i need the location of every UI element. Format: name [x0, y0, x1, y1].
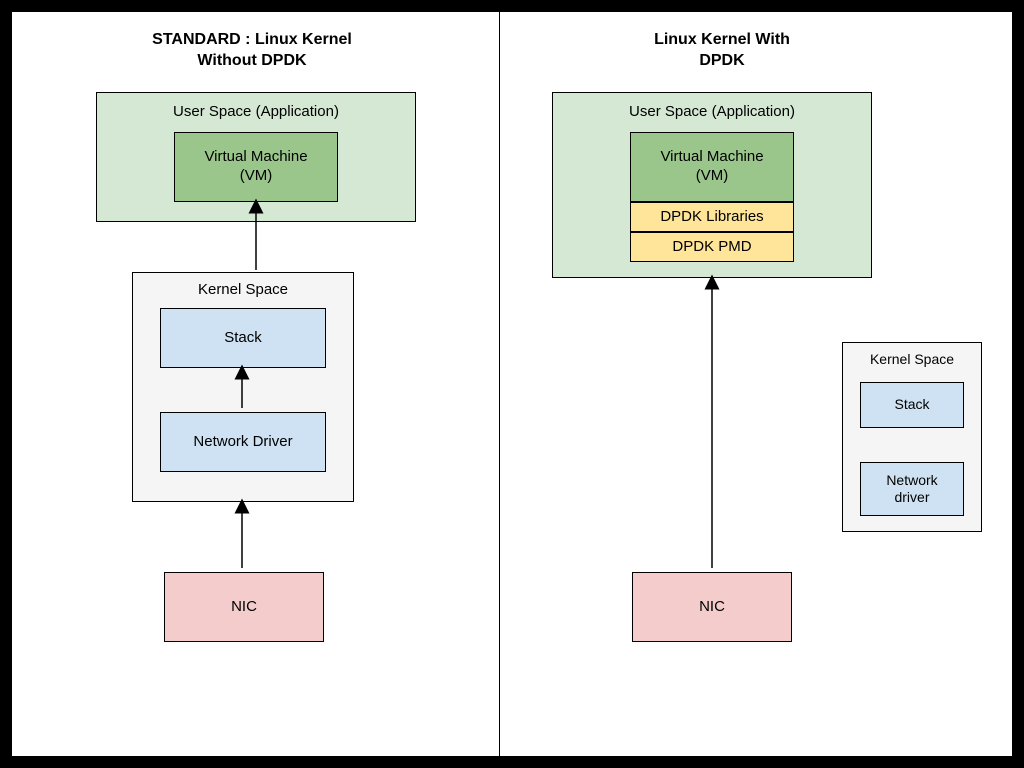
right-title: Linux Kernel WithDPDK: [552, 30, 892, 72]
left-userspace-label: User Space (Application): [173, 103, 339, 122]
left-nic: NIC: [164, 572, 324, 642]
left-kernel-label: Kernel Space: [198, 281, 288, 300]
left-vm: Virtual Machine(VM): [174, 132, 338, 202]
right-stack: Stack: [860, 382, 964, 428]
left-stack-label: Stack: [224, 329, 262, 348]
right-vm-label: Virtual Machine(VM): [660, 148, 763, 186]
right-kernel-label: Kernel Space: [870, 351, 954, 369]
right-dpdk-libraries: DPDK Libraries: [630, 202, 794, 232]
right-driver-label: Networkdriver: [886, 472, 937, 507]
vertical-divider: [499, 12, 500, 756]
left-title: STANDARD : Linux KernelWithout DPDK: [92, 30, 412, 72]
right-pmd-label: DPDK PMD: [672, 238, 751, 257]
right-userspace-label: User Space (Application): [629, 103, 795, 122]
right-dpdk-pmd: DPDK PMD: [630, 232, 794, 262]
right-vm: Virtual Machine(VM): [630, 132, 794, 202]
right-nic-label: NIC: [699, 598, 725, 617]
right-stack-label: Stack: [894, 396, 929, 414]
right-network-driver: Networkdriver: [860, 462, 964, 516]
left-network-driver: Network Driver: [160, 412, 326, 472]
left-driver-label: Network Driver: [193, 433, 292, 452]
diagram-canvas: STANDARD : Linux KernelWithout DPDK User…: [12, 12, 1012, 756]
left-vm-label: Virtual Machine(VM): [204, 148, 307, 186]
left-stack: Stack: [160, 308, 326, 368]
right-libs-label: DPDK Libraries: [660, 208, 763, 227]
left-nic-label: NIC: [231, 598, 257, 617]
right-nic: NIC: [632, 572, 792, 642]
